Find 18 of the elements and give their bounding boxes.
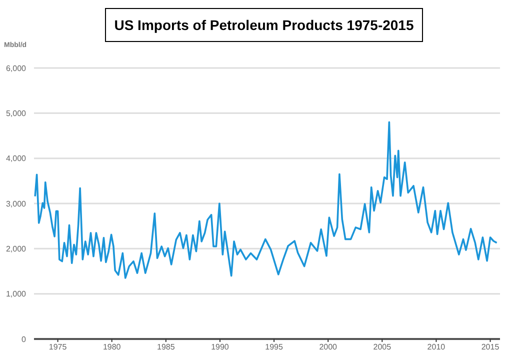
x-tick-label: 1995 — [265, 342, 284, 352]
x-tick-label: 1975 — [48, 342, 68, 352]
x-tick-label: 2015 — [481, 342, 500, 352]
y-tick-label: 6,000 — [6, 64, 27, 73]
x-tick-label: 2000 — [319, 342, 338, 352]
chart-title: US Imports of Petroleum Products 1975-2015 — [114, 17, 414, 33]
line-series — [34, 121, 498, 279]
x-tick-label: 2005 — [373, 342, 392, 352]
y-tick-label: 0 — [22, 334, 27, 344]
y-tick-label: 3,000 — [6, 199, 27, 208]
y-tick-label: 5,000 — [6, 109, 27, 118]
x-tick-label: 1985 — [157, 342, 176, 352]
y-tick-label: 1,000 — [6, 290, 27, 299]
y-tick-label: 2,000 — [6, 244, 27, 254]
x-tick-label: 2010 — [427, 342, 446, 352]
x-tick-label: 1990 — [211, 342, 230, 352]
y-tick-label: 4,000 — [6, 154, 27, 164]
x-tick-label: 1980 — [102, 342, 122, 352]
